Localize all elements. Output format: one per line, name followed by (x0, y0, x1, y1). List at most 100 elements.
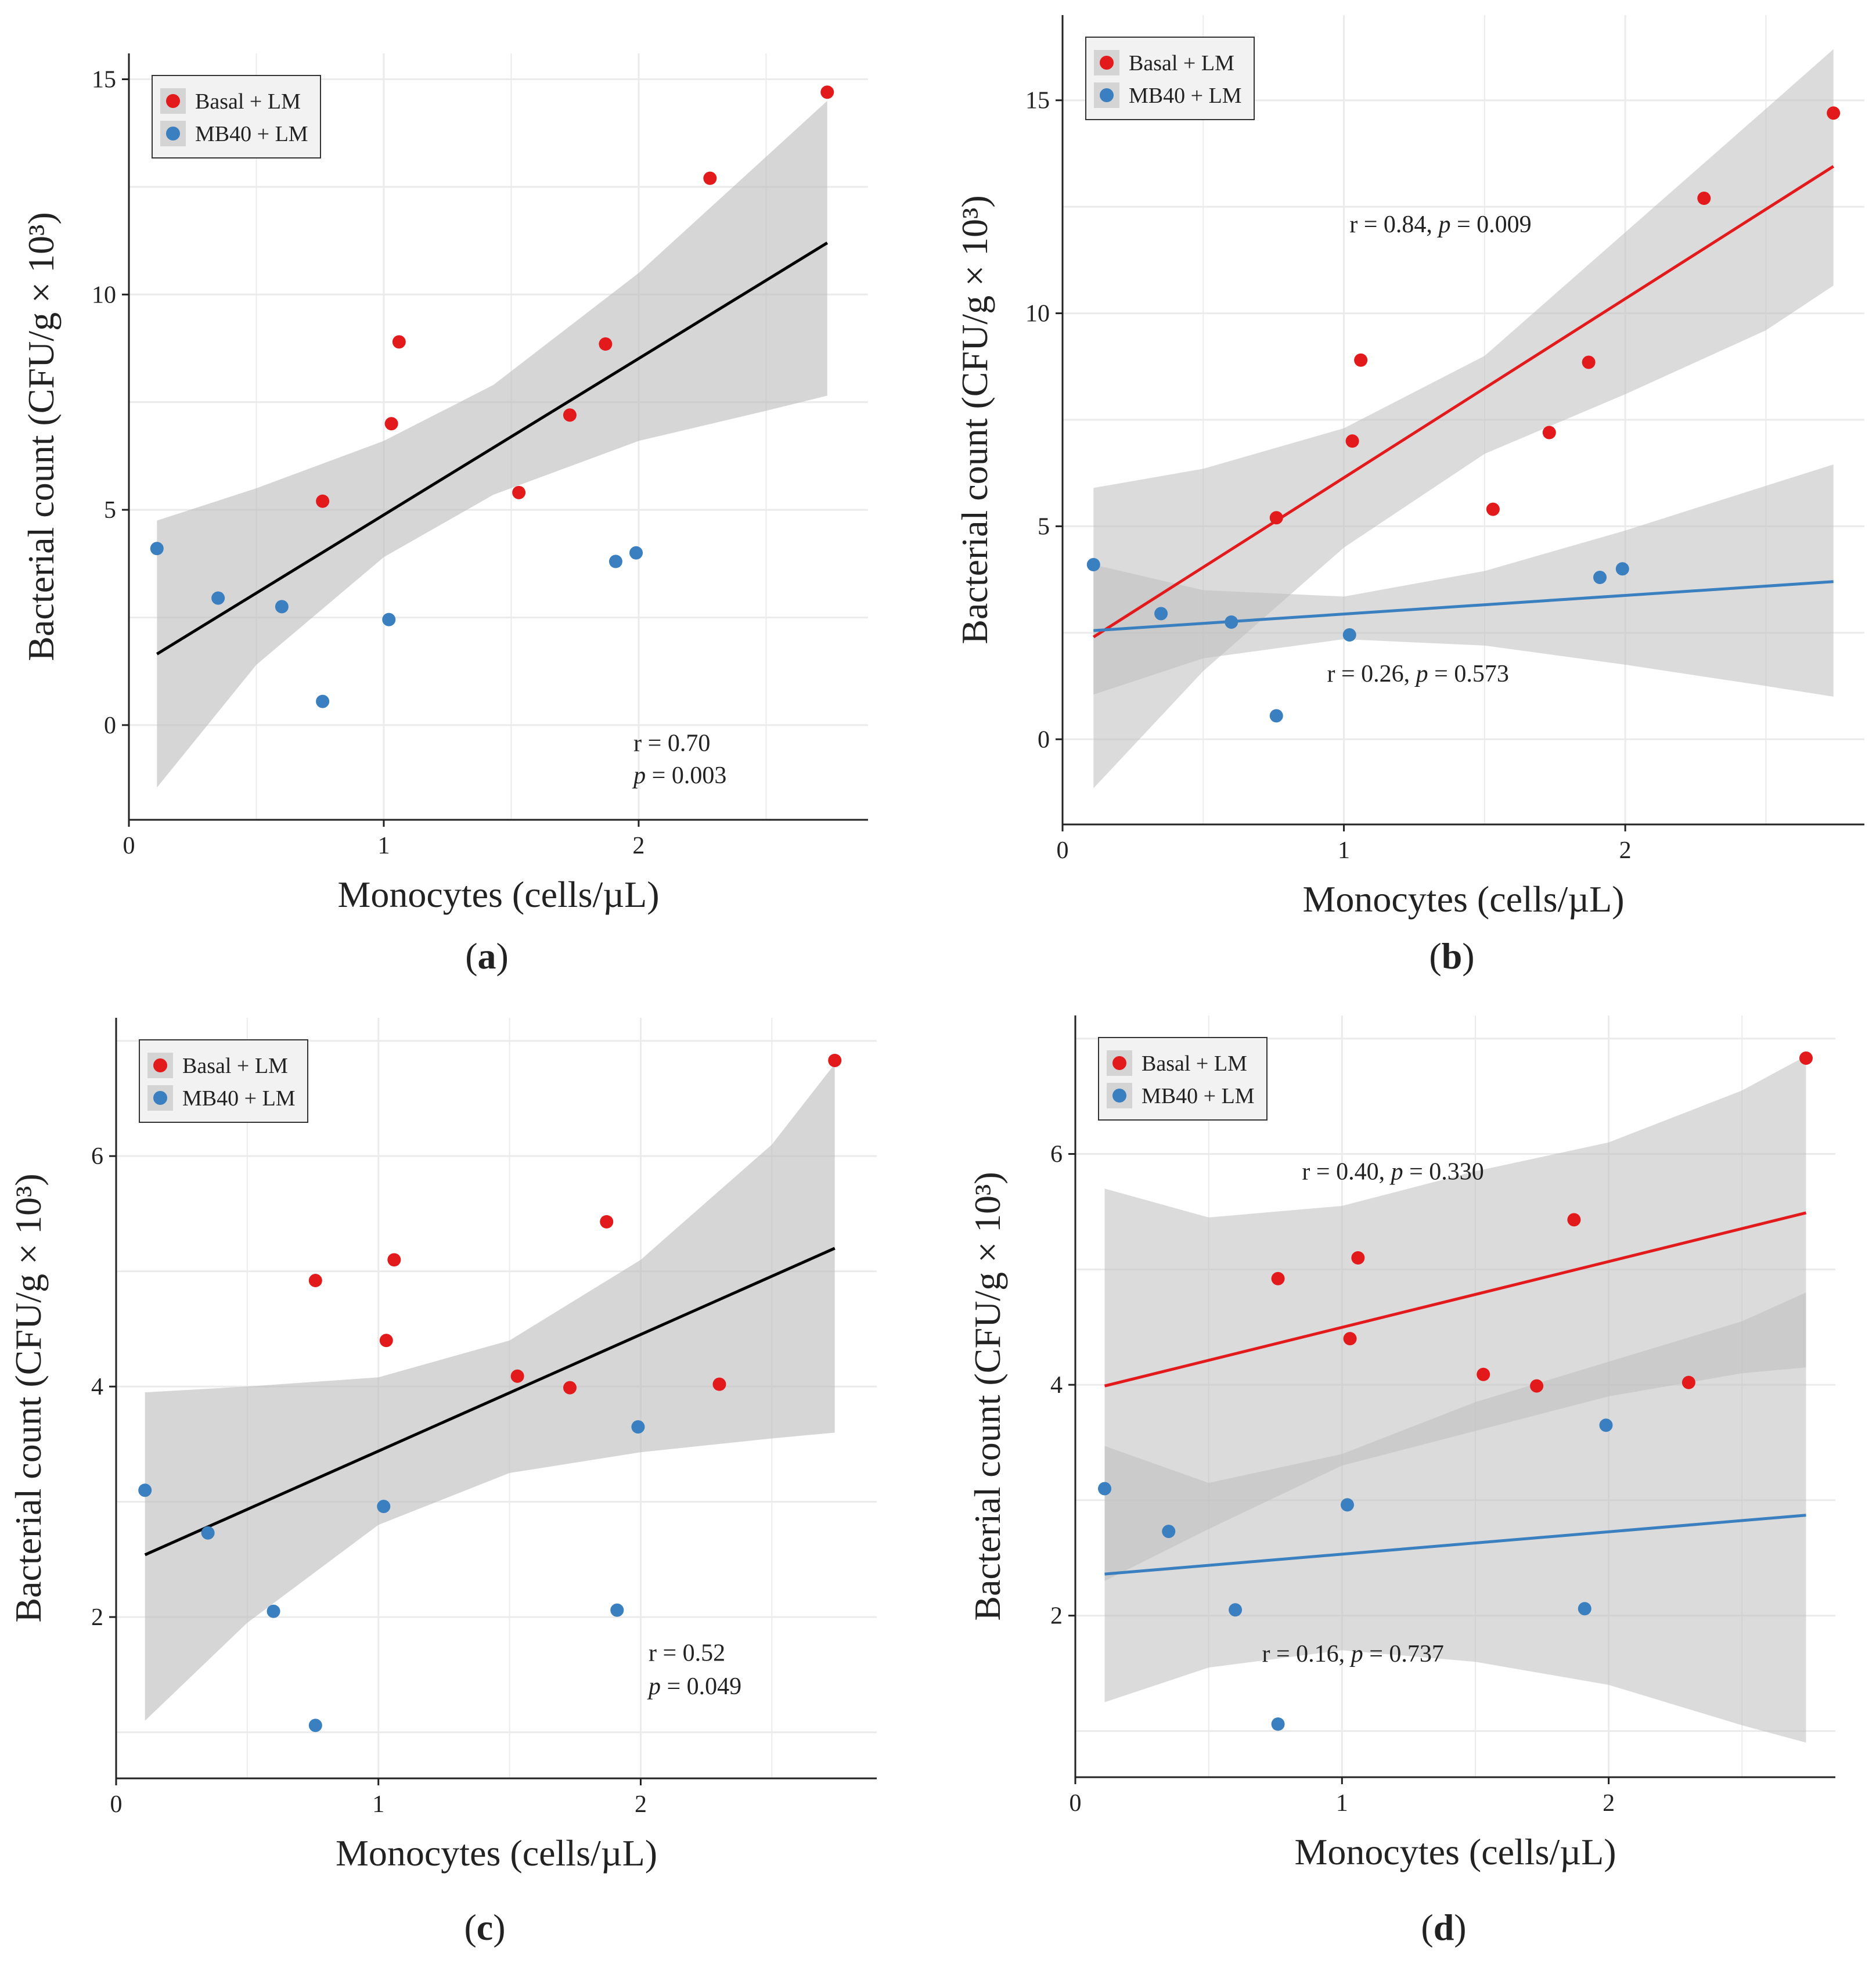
point-mb40-lm (1599, 1418, 1613, 1432)
point-basal-lm (1271, 1272, 1285, 1285)
point-basal-lm (1351, 1251, 1365, 1265)
point-mb40-lm (275, 600, 289, 614)
y-tick-label: 6 (91, 1143, 103, 1170)
point-basal-lm (384, 417, 398, 431)
legend: Basal + LM MB40 + LM (1085, 37, 1255, 120)
point-basal-lm (1542, 426, 1556, 440)
point-basal-lm (703, 171, 717, 185)
point-basal-lm (1697, 191, 1711, 205)
point-mb40-lm (1615, 562, 1629, 576)
legend-label-basal: Basal + LM (1142, 1051, 1247, 1076)
point-basal-lm (316, 494, 330, 508)
point-basal-lm (379, 1334, 393, 1348)
legend-key-mb40 (1112, 1089, 1126, 1103)
point-basal-lm (1345, 434, 1359, 448)
point-mb40-lm (610, 1603, 624, 1617)
point-basal-lm (387, 1253, 401, 1267)
point-mb40-lm (1098, 1482, 1112, 1496)
stat-annotation: p = 0.049 (647, 1673, 741, 1700)
x-tick-label: 0 (1057, 837, 1069, 864)
point-basal-lm (392, 335, 406, 349)
y-tick-label: 5 (1038, 513, 1050, 540)
stat-annotation: r = 0.70 (633, 730, 710, 757)
point-mb40-lm (1162, 1525, 1176, 1539)
point-basal-lm (1530, 1379, 1544, 1393)
panel-a: 0 1 2 0 5 10 15 Monocytes (cells/µL) Bacterial c… (20, 53, 868, 977)
regression-line-1 (1092, 165, 1835, 639)
legend: Basal + LM MB40 + LM (152, 75, 321, 159)
panel-d: 0 1 2 2 4 6 Monocytes (cells/µL) Bacterial coun… (967, 1015, 1835, 1948)
point-mb40-lm (1086, 557, 1100, 571)
legend: Basal + LM MB40 + LM (139, 1039, 308, 1123)
point-basal-lm (1827, 106, 1841, 120)
legend-label-mb40: MB40 + LM (1129, 84, 1242, 108)
point-mb40-lm (211, 591, 225, 605)
point-basal-lm (563, 408, 577, 422)
x-tick-label: 1 (1336, 1790, 1348, 1817)
point-mb40-lm (1229, 1603, 1243, 1617)
legend-label-mb40: MB40 + LM (195, 122, 308, 146)
y-tick-label: 10 (1025, 301, 1050, 327)
legend-key-basal (166, 94, 180, 108)
legend-label-basal: Basal + LM (182, 1054, 288, 1078)
point-mb40-lm (138, 1483, 152, 1497)
legend-key-basal (1100, 56, 1114, 70)
stat-annotation: r = 0.40, p = 0.330 (1302, 1158, 1483, 1185)
confidence-band-2 (1104, 1292, 1806, 1743)
point-basal-lm (1567, 1213, 1581, 1227)
legend-label-basal: Basal + LM (195, 89, 301, 114)
confidence-band-2 (1093, 464, 1834, 697)
legend-key-basal (1112, 1056, 1126, 1070)
legend-label-mb40: MB40 + LM (1142, 1084, 1255, 1108)
x-tick-label: 2 (635, 1791, 647, 1818)
x-tick-label: 1 (377, 833, 390, 859)
legend-key-mb40 (1100, 88, 1114, 102)
point-mb40-lm (201, 1526, 215, 1540)
panel-c: 0 1 2 2 4 6 Monocytes (cells/µL) Bacterial coun… (8, 1018, 877, 1948)
panel-b: 0 1 2 0 5 10 15 Monocytes (cells/µL) Bacterial c… (954, 15, 1864, 977)
legend-label-basal: Basal + LM (1129, 51, 1234, 75)
y-tick-label: 4 (1050, 1372, 1063, 1399)
confidence-band-1 (1104, 1056, 1806, 1582)
y-tick-label: 15 (92, 66, 116, 93)
y-tick-label: 15 (1025, 88, 1050, 114)
y-axis-label: Bacterial count (CFU/g × 10³) (8, 1173, 49, 1622)
y-axis-label: Bacterial count (CFU/g × 10³) (20, 212, 62, 661)
regression-line-1 (156, 242, 829, 655)
panel-label: (b) (1429, 935, 1474, 977)
x-tick-label: 1 (372, 1791, 384, 1818)
point-basal-lm (510, 1369, 524, 1383)
point-basal-lm (1477, 1367, 1490, 1381)
point-basal-lm (828, 1053, 842, 1067)
regression-line-2 (1104, 1514, 1806, 1576)
x-tick-label: 2 (632, 833, 644, 859)
point-mb40-lm (1342, 628, 1356, 642)
x-tick-label: 1 (1338, 837, 1350, 864)
x-axis-label: Monocytes (cells/µL) (336, 1832, 657, 1874)
y-tick-label: 0 (104, 712, 116, 739)
point-basal-lm (512, 485, 526, 499)
point-mb40-lm (150, 542, 164, 556)
regression-line-2 (1093, 580, 1834, 632)
stat-annotation: r = 0.84, p = 0.009 (1349, 211, 1531, 238)
point-mb40-lm (377, 1500, 391, 1514)
point-basal-lm (1354, 353, 1368, 367)
y-tick-label: 6 (1050, 1141, 1063, 1168)
point-basal-lm (308, 1274, 322, 1288)
stat-annotation: r = 0.16, p = 0.737 (1262, 1641, 1444, 1667)
point-mb40-lm (308, 1719, 322, 1733)
point-basal-lm (1582, 355, 1596, 369)
point-basal-lm (712, 1377, 726, 1391)
point-mb40-lm (382, 613, 396, 626)
regression-line-1 (1104, 1211, 1807, 1388)
legend-key-basal (153, 1058, 167, 1072)
point-mb40-lm (631, 1420, 645, 1434)
x-tick-label: 0 (1070, 1790, 1082, 1817)
y-tick-label: 0 (1038, 726, 1050, 753)
x-tick-label: 0 (123, 833, 135, 859)
panel-label: (c) (464, 1907, 505, 1948)
x-tick-label: 0 (110, 1791, 123, 1818)
x-axis-label: Monocytes (cells/µL) (1302, 878, 1624, 920)
panel-label: (d) (1421, 1907, 1466, 1948)
